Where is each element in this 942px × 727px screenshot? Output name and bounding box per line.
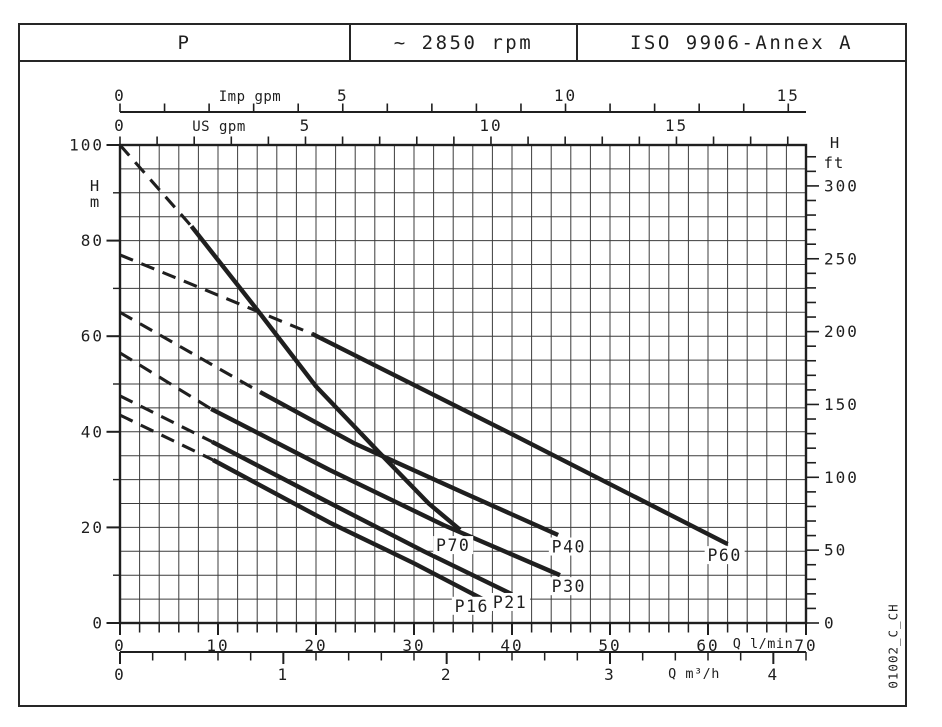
- curve-P70: [118, 143, 462, 532]
- title-block-standard-cell: ISO 9906-Annex A: [578, 25, 905, 60]
- curve-P16-dashed: [119, 413, 214, 462]
- outer-frame: P ~ 2850 rpm ISO 9906-Annex A: [18, 23, 907, 707]
- tick-label: 0: [114, 636, 126, 655]
- tick-label: 100: [824, 468, 859, 487]
- tick-label: 150: [824, 395, 859, 414]
- curve-P60-solid: [311, 331, 729, 547]
- curve-P70-dashed: [118, 143, 193, 228]
- tick-label: 0: [114, 665, 126, 684]
- axis-q-lpm: 0 10 20 30 40 50 60 70Q l/min: [114, 623, 817, 655]
- tick-label: 15: [665, 116, 688, 135]
- curve-P30-solid: [210, 406, 561, 578]
- q-m3h-axis-label: Q m³/h: [668, 666, 720, 682]
- q-lpm-axis-label: Q l/min: [733, 636, 793, 652]
- tick-label: 60: [81, 327, 104, 346]
- tick-label: 5: [300, 116, 312, 135]
- pump-type-label: P: [177, 31, 192, 54]
- curve-label-text-P40: P40: [552, 538, 586, 557]
- tick-label: 1: [278, 665, 290, 684]
- tick-label: 80: [81, 231, 104, 250]
- tick-label: 200: [824, 322, 859, 341]
- curve-P60: [119, 253, 729, 547]
- title-block-type-cell: P: [20, 25, 351, 60]
- iso-standard-label: ISO 9906-Annex A: [629, 31, 854, 54]
- curve-P21: [119, 394, 513, 597]
- curve-P21-solid: [211, 439, 513, 597]
- curve-P40-dashed: [119, 310, 261, 394]
- curve-P40-solid: [259, 390, 559, 538]
- tick-label: 300: [824, 176, 859, 195]
- tick-label: 100: [69, 136, 104, 155]
- tick-label: 0: [92, 614, 104, 633]
- tick-label: 30: [402, 636, 425, 655]
- pump-speed-label: ~ 2850 rpm: [393, 31, 534, 54]
- curve-label-P70: P70: [433, 536, 474, 555]
- curve-label-text-P16: P16: [455, 597, 489, 616]
- tick-label: 5: [337, 86, 349, 105]
- curve-label-text-P70: P70: [436, 536, 470, 555]
- h-ft-axis-label: H: [830, 134, 840, 152]
- curve-P21-dashed: [119, 394, 213, 444]
- tick-label: 250: [824, 249, 859, 268]
- tick-label: 70: [794, 636, 817, 655]
- axis-us-gpm: 0 5 10 15 US gpm: [114, 116, 789, 145]
- curve-label-text-P21: P21: [493, 593, 527, 612]
- title-block-speed-cell: ~ 2850 rpm: [351, 25, 578, 60]
- tick-label: 50: [598, 636, 621, 655]
- tick-label: 3: [604, 665, 616, 684]
- title-block: P ~ 2850 rpm ISO 9906-Annex A: [20, 25, 905, 62]
- tick-label: 60: [696, 636, 719, 655]
- axis-imp-gpm: 0 5 10 15 Imp gpm: [114, 86, 806, 113]
- tick-label: 20: [304, 636, 327, 655]
- curve-P30: [119, 351, 561, 578]
- curve-label-text-P60: P60: [708, 546, 742, 565]
- us-gpm-axis-label: US gpm: [192, 119, 246, 135]
- curve-label-text-P30: P30: [552, 577, 586, 596]
- tick-label: 10: [206, 636, 229, 655]
- h-ft-axis-label: ft: [824, 154, 845, 172]
- h-m-axis-label: m: [90, 193, 100, 211]
- curve-label-P40: P40: [548, 537, 589, 557]
- tick-label: 20: [81, 518, 104, 537]
- tick-label: 0: [824, 614, 836, 633]
- axis-q-m3h: 0 1 2 3 4 Q m³/h: [114, 651, 807, 684]
- curve-P16: [119, 413, 484, 602]
- curve-P60-dashed: [119, 253, 313, 336]
- h-m-axis-label: H: [90, 177, 100, 195]
- drawing-code: 01002_C_CH: [885, 603, 901, 689]
- tick-label: 0: [114, 86, 126, 105]
- tick-label: 50: [824, 541, 847, 560]
- curve-P40: [119, 310, 559, 538]
- grid-layer: [120, 145, 806, 623]
- curve-label-P16: P16: [451, 596, 492, 616]
- curve-P30-dashed: [119, 351, 212, 411]
- curve-P70-solid: [189, 224, 462, 532]
- curve-label-P60: P60: [704, 546, 745, 565]
- tick-label: 4: [768, 665, 780, 684]
- tick-label: 40: [500, 636, 523, 655]
- axis-h-ft: 0 50 100 150 200 250 300 Hft: [806, 134, 859, 633]
- curve-P16-solid: [212, 458, 484, 602]
- tick-label: 2: [441, 665, 453, 684]
- axis-h-m: 0 20 40 60 80 100 Hm: [69, 136, 120, 633]
- imp-gpm-axis-label: Imp gpm: [219, 89, 282, 105]
- tick-label: 40: [81, 422, 104, 441]
- tick-label: 0: [114, 116, 126, 135]
- curve-label-P30: P30: [548, 577, 589, 596]
- tick-label: 10: [479, 116, 502, 135]
- tick-label: 15: [777, 86, 800, 105]
- curve-label-P21: P21: [490, 592, 531, 612]
- tick-label: 10: [554, 86, 577, 105]
